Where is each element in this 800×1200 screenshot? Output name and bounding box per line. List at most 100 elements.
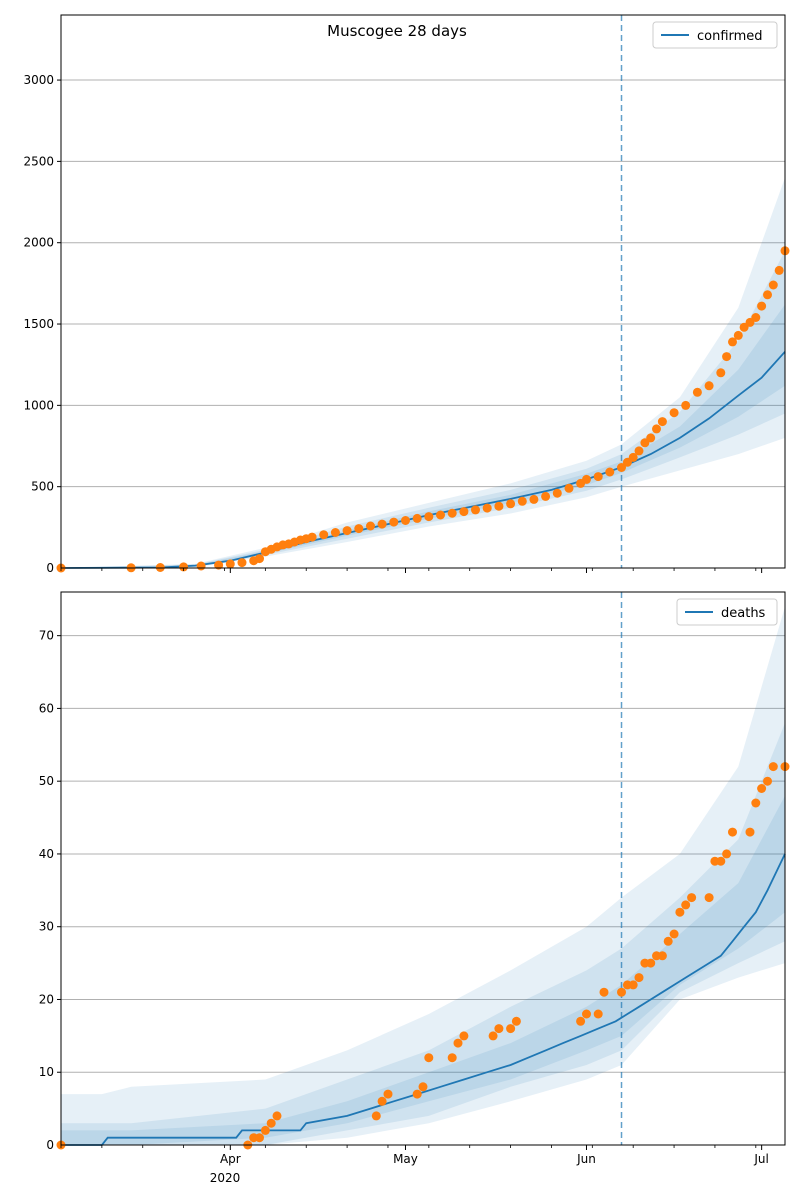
observed-point (768, 280, 778, 290)
observed-point (681, 400, 691, 410)
legend-label: confirmed (697, 29, 763, 44)
observed-point (617, 987, 626, 997)
observed-point (506, 1024, 516, 1034)
observed-point (196, 561, 206, 571)
observed-point (266, 1118, 276, 1128)
y-tick-label: 60 (39, 701, 54, 715)
observed-point (704, 893, 714, 903)
legend-label: deaths (721, 606, 766, 621)
observed-point (307, 532, 317, 542)
uncertainty-band (61, 304, 785, 568)
observed-point (225, 559, 235, 569)
observed-point (494, 1024, 504, 1034)
observed-point (634, 973, 644, 983)
observed-point (716, 368, 726, 378)
observed-point (506, 499, 516, 509)
y-tick-label: 10 (39, 1065, 54, 1079)
uncertainty-band (61, 795, 785, 1145)
observed-point (728, 337, 737, 347)
observed-point (511, 1016, 521, 1026)
observed-point (237, 558, 247, 568)
uncertainty-band (61, 723, 785, 1145)
legend: deaths (676, 598, 778, 626)
y-tick-label: 0 (46, 1138, 54, 1152)
observed-point (728, 827, 737, 837)
y-tick-label: 500 (31, 480, 54, 494)
observed-point (330, 528, 340, 537)
observed-point (681, 900, 691, 910)
observed-point (593, 472, 603, 482)
observed-point (366, 521, 375, 531)
observed-point (377, 1096, 387, 1106)
observed-point (436, 510, 445, 520)
observed-point (459, 507, 469, 517)
observed-point (371, 1111, 381, 1121)
observed-point (319, 530, 329, 540)
y-tick-label: 1000 (23, 398, 54, 412)
observed-point (453, 1038, 463, 1048)
observed-point (757, 784, 767, 793)
observed-point (424, 1053, 434, 1063)
uncertainty-band (61, 177, 785, 568)
observed-point (722, 849, 732, 859)
deaths-panel: 0 10 20 30 40 50 60 70 Apr May Jun Jul deaths (39, 591, 790, 1166)
y-tick-label: 2500 (23, 154, 54, 168)
observed-point (482, 503, 492, 513)
x-year-label: 2020 (210, 1171, 241, 1185)
observed-point (260, 1125, 270, 1135)
x-tick-label: Jun (576, 1152, 596, 1166)
observed-point (389, 517, 399, 527)
x-tick-label: May (393, 1152, 418, 1166)
observed-point (646, 958, 656, 968)
legend: confirmed (652, 21, 778, 49)
plot-frame (60, 14, 786, 569)
observed-point (582, 1009, 591, 1019)
observed-point (768, 762, 778, 772)
observed-point (675, 907, 685, 917)
observed-point (354, 524, 364, 534)
observed-point (687, 893, 697, 903)
observed-point (605, 467, 615, 477)
observed-point (412, 513, 422, 523)
legend-box (676, 598, 778, 626)
observed-point (494, 501, 504, 511)
observed-point (669, 929, 679, 939)
plot-frame (60, 591, 786, 1146)
observed-point (447, 508, 457, 518)
figure-title: Muscogee 28 days (327, 22, 467, 40)
observed-point (739, 322, 749, 332)
observed-point (255, 554, 264, 564)
median-line (60, 351, 786, 569)
observed-point (751, 798, 761, 808)
observed-point (646, 433, 656, 443)
observed-point (628, 980, 638, 990)
observed-point (541, 491, 551, 501)
observed-point (412, 1089, 422, 1099)
observed-point (529, 494, 539, 504)
y-tick-label: 20 (39, 992, 54, 1006)
observed-point (576, 1016, 586, 1026)
observed-point (459, 1031, 469, 1041)
observed-point (564, 483, 574, 493)
observed-point (722, 352, 732, 362)
observed-point (733, 330, 743, 340)
observed-point (424, 512, 434, 522)
observed-point (704, 381, 714, 391)
observed-point (657, 417, 667, 427)
y-tick-label: 50 (39, 774, 54, 788)
observed-point (669, 408, 679, 418)
observed-point (692, 387, 702, 397)
observed-point (377, 519, 387, 529)
observed-point (657, 951, 667, 961)
x-tick-label: Apr (220, 1152, 241, 1166)
observed-point (763, 776, 772, 786)
y-tick-label: 70 (39, 629, 54, 643)
observed-point (751, 313, 761, 322)
observed-point (418, 1082, 428, 1092)
y-tick-label: 1500 (23, 317, 54, 331)
observed-point (582, 474, 591, 484)
observed-point (471, 505, 480, 515)
observed-point (599, 987, 609, 997)
observed-point (214, 560, 224, 570)
